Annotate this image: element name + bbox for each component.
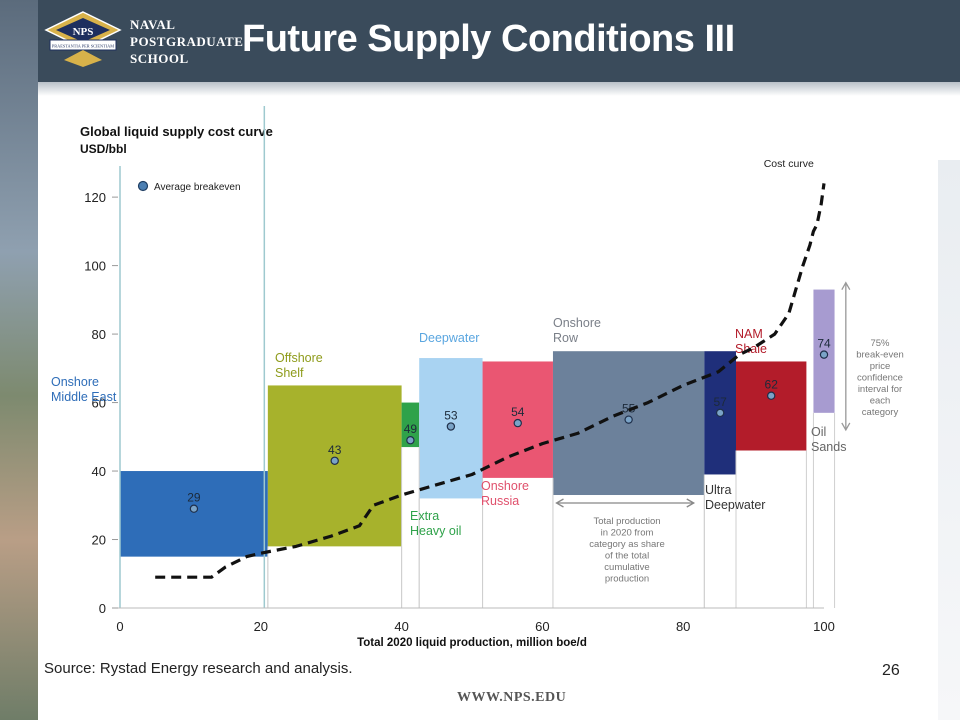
slide-header — [38, 0, 960, 82]
breakeven-point-4 — [513, 418, 522, 428]
y-tick-label-5: 100 — [84, 259, 106, 274]
breakeven-label-8: 74 — [817, 337, 831, 351]
share-note: Total production in 2020 from category as … — [589, 516, 665, 585]
legend-marker — [137, 180, 149, 192]
confidence-note: 75% break-even price confidence interval for… — [856, 338, 904, 418]
school-name-line-2: POSTGRADUATE — [130, 34, 244, 49]
x-tick-label-3: 60 — [535, 619, 549, 634]
y-tick-label-3: 60 — [92, 396, 106, 411]
bar-0 — [120, 471, 268, 557]
y-tick-label-4: 80 — [92, 327, 106, 342]
confidence-arrow-head-bottom — [841, 422, 851, 432]
category-label-8: Oil Sands — [811, 425, 846, 454]
page-number: 26 — [882, 662, 900, 679]
breakeven-point-6 — [715, 408, 725, 418]
header-shadow — [38, 82, 960, 96]
breakeven-label-0: 29 — [187, 491, 201, 505]
share-arrow-head-right — [686, 498, 696, 508]
category-label-2: Extra Heavy oil — [410, 509, 461, 538]
bar-7 — [736, 361, 807, 451]
breakeven-label-2: 49 — [404, 422, 418, 436]
school-name-line-1: NAVAL — [130, 17, 176, 32]
nps-logo: NPS PRAESTANTIA PER SCIENTIAM — [44, 11, 122, 67]
breakeven-point-0 — [189, 504, 199, 513]
breakeven-label-3: 53 — [444, 409, 458, 423]
logo-motto: PRAESTANTIA PER SCIENTIAM — [52, 44, 114, 49]
category-label-5: Onshore Row — [553, 316, 601, 345]
category-label-4: Onshore Russia — [481, 479, 529, 508]
supply-cost-chart: Global liquid supply cost curve USD/bbl To… — [51, 106, 904, 649]
share-arrow-head-left — [555, 498, 564, 508]
breakeven-point-5 — [624, 415, 633, 424]
y-tick-label-0: 0 — [99, 601, 106, 616]
category-label-6: Ultra Deepwater — [705, 483, 765, 512]
cost-curve-label: Cost curve — [764, 158, 814, 170]
logo-letters: NPS — [73, 26, 94, 38]
school-name-line-3: SCHOOL — [130, 51, 189, 66]
footer-url[interactable]: WWW.NPS.EDU — [457, 690, 567, 705]
y-tick-label-2: 40 — [92, 464, 106, 479]
category-label-0: Onshore Middle East — [51, 375, 117, 404]
chart-title: Global liquid supply cost curve — [80, 124, 273, 139]
y-tick-label-1: 20 — [92, 533, 106, 548]
breakeven-label-7: 62 — [765, 378, 779, 392]
confidence-arrow-head-top — [841, 281, 851, 291]
cost-curve-line — [155, 183, 826, 579]
x-axis-label: Total 2020 liquid production, million bo… — [357, 637, 587, 649]
breakeven-label-1: 43 — [328, 443, 342, 457]
breakeven-label-4: 54 — [511, 405, 525, 419]
breakeven-point-8 — [819, 350, 829, 359]
slide-title: Future Supply Conditions III — [242, 18, 735, 60]
background-strip — [938, 160, 960, 720]
breakeven-label-6: 57 — [713, 395, 727, 409]
y-axis-label: USD/bbl — [80, 142, 127, 156]
bar-2 — [401, 402, 420, 448]
x-tick-label-2: 40 — [394, 619, 408, 634]
breakeven-point-1 — [330, 456, 339, 465]
bar-1 — [267, 385, 402, 547]
x-tick-label-4: 80 — [676, 619, 690, 634]
category-label-3: Deepwater — [419, 331, 479, 345]
y-tick-label-6: 120 — [84, 190, 106, 205]
x-tick-label-5: 100 — [813, 619, 835, 634]
school-name: NAVAL POSTGRADUATE SCHOOL — [130, 16, 243, 67]
x-tick-label-0: 0 — [116, 619, 123, 634]
legend-label: Average breakeven — [154, 182, 241, 193]
source-note: Source: Rystad Energy research and analy… — [44, 660, 353, 677]
x-tick-label-1: 20 — [254, 619, 268, 634]
breakeven-point-7 — [767, 391, 776, 400]
breakeven-point-3 — [446, 422, 456, 431]
breakeven-point-2 — [406, 436, 415, 445]
campus-photo-strip — [0, 0, 38, 720]
category-label-1: Offshore Shelf — [275, 351, 323, 380]
